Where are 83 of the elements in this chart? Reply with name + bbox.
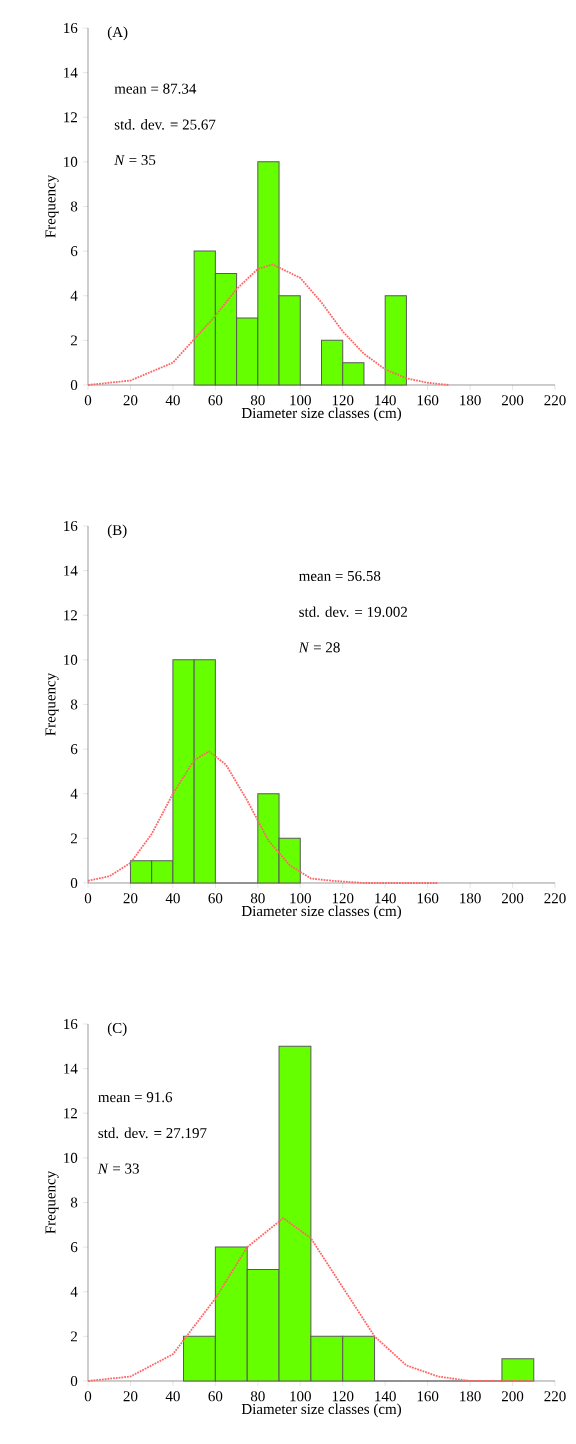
x-axis-title: Diameter size classes (cm): [241, 407, 402, 422]
y-tick-label: 14: [64, 67, 78, 78]
annotation: mean = 56.58: [299, 570, 381, 582]
annotation: N = 35: [114, 155, 156, 166]
y-tick-label: 4: [70, 788, 78, 799]
y-tick-label: 0: [70, 1375, 78, 1387]
x-tick-label: 20: [123, 395, 138, 406]
x-tick-label: 40: [165, 893, 180, 904]
x-tick-label: 200: [501, 395, 524, 406]
line-series: [87, 750, 440, 884]
y-tick-label: 10: [64, 654, 78, 665]
annotation: mean = 87.34: [114, 83, 197, 94]
x-tick-label: 180: [460, 395, 481, 406]
x-tick-label: 200: [501, 893, 524, 904]
x-tick-label: 40: [165, 1391, 180, 1402]
x-tick-label: 0: [84, 893, 92, 904]
y-tick-label: 14: [64, 1063, 78, 1074]
annotation: mean = 91.6: [98, 1092, 173, 1103]
y-tick-label: 16: [64, 1018, 78, 1030]
y-tick-label: 0: [70, 877, 78, 889]
x-tick-label: 140: [375, 893, 396, 904]
annotation: std. dev. = 27.197: [98, 1127, 207, 1139]
y-tick-label: 14: [64, 565, 78, 576]
y-tick-label: 6: [70, 246, 78, 257]
y-tick-label: 2: [70, 335, 77, 346]
x-tick-label: 80: [250, 395, 265, 406]
x-axis-title: Diameter size classes (cm): [241, 905, 402, 920]
y-axis-title: Frequency: [45, 174, 59, 238]
x-tick-label: 100: [290, 395, 311, 406]
x-tick-label: 60: [208, 1391, 223, 1402]
x-tick-label: 220: [544, 395, 566, 406]
x-tick-label: 180: [460, 893, 481, 904]
y-axis-title: Frequency: [45, 672, 59, 736]
x-tick-label: 160: [417, 893, 439, 904]
x-tick-label: 100: [290, 893, 311, 904]
x-tick-label: 120: [332, 893, 354, 904]
x-tick-label: 60: [208, 893, 223, 904]
x-tick-label: 80: [250, 1391, 265, 1402]
x-tick-label: 20: [123, 893, 138, 904]
x-tick-label: 180: [460, 1391, 481, 1402]
x-tick-label: 160: [417, 1391, 439, 1402]
x-tick-label: 120: [332, 395, 354, 406]
x-tick-label: 40: [165, 395, 180, 406]
x-tick-label: 220: [544, 1391, 566, 1402]
y-tick-label: 6: [70, 1242, 78, 1253]
x-tick-label: 100: [290, 1391, 311, 1402]
x-tick-label: 80: [250, 893, 265, 904]
y-tick-label: 12: [64, 1108, 77, 1119]
annotation: (A): [107, 26, 128, 41]
x-tick-label: 0: [84, 395, 92, 406]
x-axis-title: Diameter size classes (cm): [241, 1403, 402, 1418]
line-series: [87, 263, 450, 386]
x-tick-label: 160: [417, 395, 439, 406]
y-tick-label: 2: [70, 833, 77, 844]
y-tick-label: 8: [70, 201, 78, 212]
annotation: std. dev. = 19.002: [299, 606, 407, 617]
x-tick-label: 220: [544, 893, 566, 904]
x-tick-label: 140: [375, 395, 396, 406]
x-tick-label: 140: [375, 1391, 396, 1402]
x-tick-label: 20: [123, 1391, 138, 1402]
y-tick-label: 2: [70, 1331, 77, 1342]
annotation: N = 33: [97, 1163, 139, 1174]
annotation: std. dev. = 25.67: [114, 119, 216, 130]
x-tick-label: 0: [84, 1391, 92, 1402]
x-tick-label: 60: [208, 395, 223, 406]
y-tick-label: 10: [64, 1152, 78, 1163]
y-tick-label: 0: [70, 379, 78, 391]
y-tick-label: 8: [70, 1197, 78, 1208]
y-tick-label: 12: [64, 610, 77, 621]
annotation: (B): [107, 524, 127, 539]
annotation: (C): [107, 1022, 127, 1037]
y-tick-label: 16: [64, 22, 78, 34]
y-tick-label: 8: [70, 699, 78, 710]
x-tick-label: 200: [501, 1391, 524, 1402]
y-tick-label: 10: [64, 156, 78, 167]
annotation: N = 28: [298, 642, 340, 653]
y-tick-label: 16: [64, 520, 78, 532]
y-tick-label: 4: [70, 290, 78, 301]
y-tick-label: 6: [70, 744, 78, 755]
x-tick-label: 120: [332, 1391, 354, 1402]
y-tick-label: 4: [70, 1286, 78, 1297]
y-tick-label: 12: [64, 112, 77, 123]
y-axis-title: Frequency: [45, 1170, 59, 1234]
